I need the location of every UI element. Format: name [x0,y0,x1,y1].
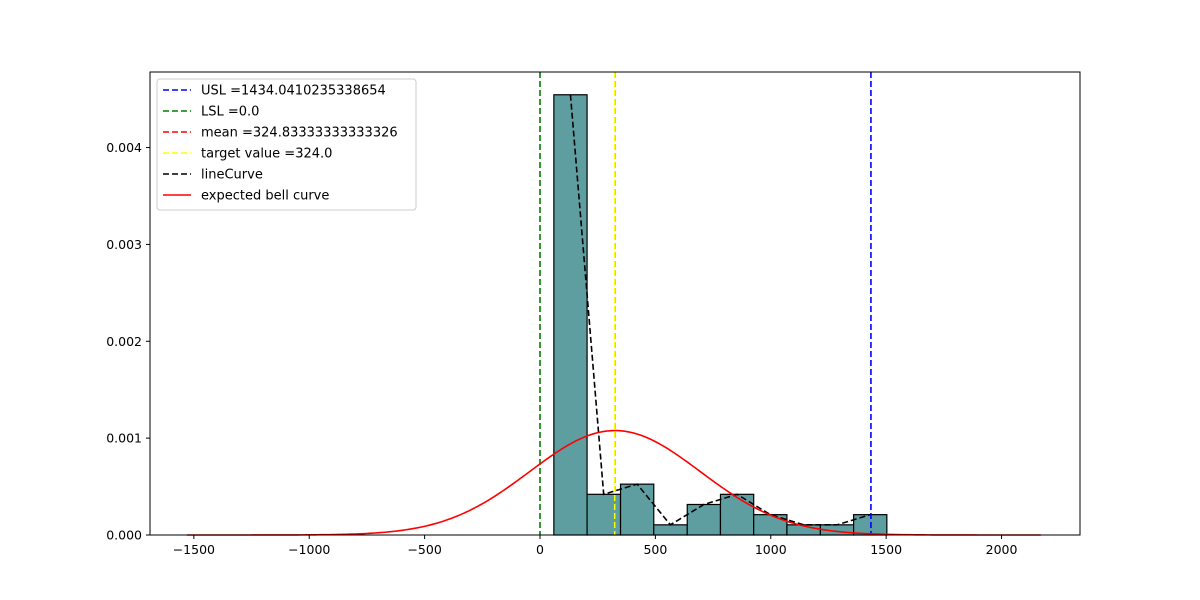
y-tick-label: 0.002 [106,334,142,349]
x-tick-label: −500 [407,542,441,557]
legend-label: USL =1434.0410235338654 [201,84,386,99]
legend-label: LSL =0.0 [201,105,259,120]
y-tick-label: 0.003 [106,237,142,252]
legend-box [156,78,417,211]
x-axis: −1500 −1000 −500 0 500 1000 1500 2000 [173,535,1018,557]
x-tick-label: 1500 [870,542,902,557]
x-tick-label: 2000 [986,542,1018,557]
x-tick-label: 500 [643,542,667,557]
legend-label: mean =324.83333333333326 [201,126,398,141]
line-curve [569,94,871,526]
histogram-bar [719,493,755,536]
histogram-bar [553,94,588,536]
legend-label: expected bell curve [201,189,329,204]
legend: USL =1434.0410235338654 LSL =0.0 mean =324… [156,78,417,211]
histogram-bar [619,483,655,536]
x-tick-label: 0 [536,542,544,557]
histogram-bar [686,503,722,536]
y-tick-label: 0.001 [106,431,142,446]
y-tick-label: 0.000 [106,528,142,543]
legend-label: target value =324.0 [201,147,332,162]
legend-label: lineCurve [201,168,263,183]
x-tick-label: −1500 [173,542,215,557]
x-tick-label: −1000 [288,542,330,557]
histogram-bars [553,94,888,536]
y-axis: 0.000 0.001 0.002 0.003 0.004 [106,140,150,543]
histogram-bar [653,524,688,536]
x-tick-label: 1000 [755,542,787,557]
y-tick-label: 0.004 [106,140,142,155]
axes-frame [149,71,1081,536]
